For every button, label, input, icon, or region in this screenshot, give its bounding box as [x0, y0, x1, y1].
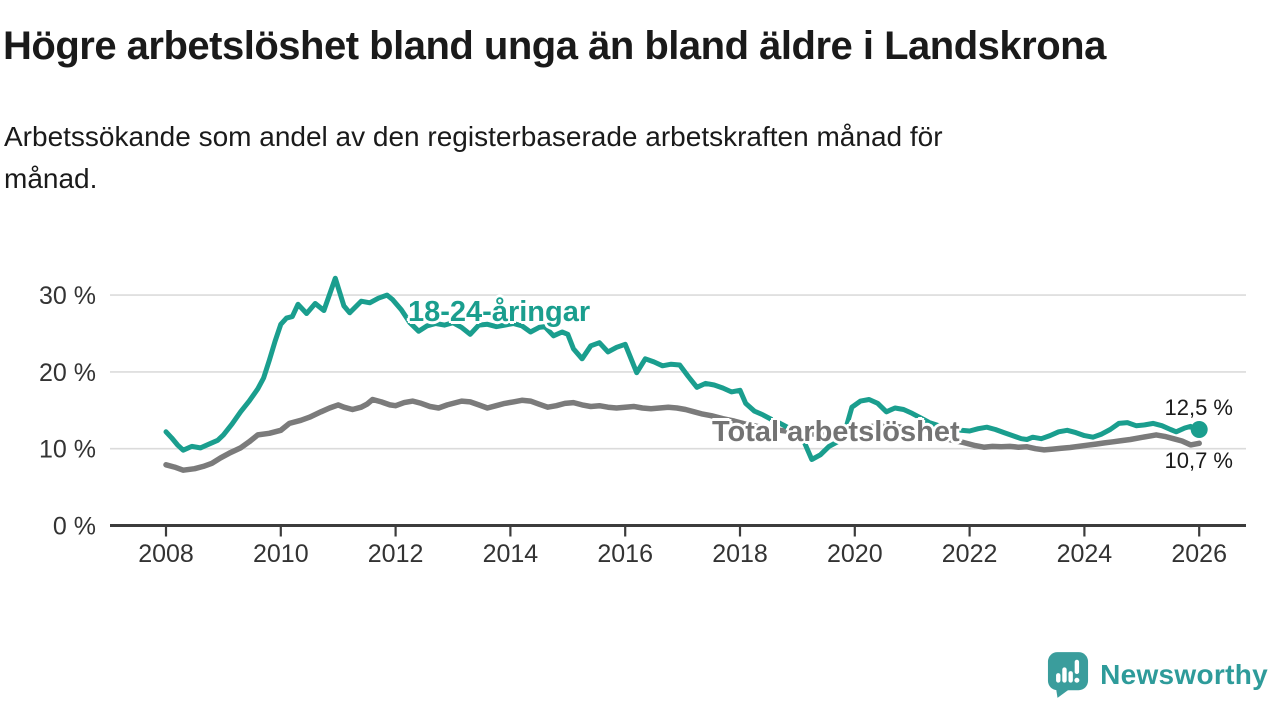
series-label-youth: 18-24-åringar [408, 296, 591, 328]
x-tick-label: 2014 [483, 540, 539, 568]
x-tick-label: 2008 [138, 540, 194, 568]
newsworthy-wordmark: Newsworthy [1100, 658, 1268, 690]
newsworthy-icon [1048, 652, 1089, 698]
series-end-dot-youth [1190, 421, 1208, 438]
x-tick-label: 2018 [712, 540, 768, 568]
end-value-label-total: 10,7 % [1164, 448, 1234, 473]
y-tick-label: 20 % [39, 359, 96, 387]
chart-subtitle-line-2: månad. [4, 163, 98, 194]
chart-subtitle-line-1: Arbetssökande som andel av den registerb… [4, 121, 943, 152]
x-tick-label: 2020 [827, 540, 883, 568]
page-title: Högre arbetslöshet bland unga än bland ä… [3, 24, 1106, 68]
x-tick-label: 2012 [368, 540, 424, 568]
series-line-total [163, 396, 1202, 473]
y-tick-label: 0 % [53, 513, 96, 541]
x-tick-label: 2022 [942, 540, 998, 568]
x-tick-label: 2024 [1057, 540, 1113, 568]
newsworthy-logo: Newsworthy [1047, 651, 1268, 698]
y-tick-label: 30 % [39, 282, 96, 310]
x-tick-label: 2010 [253, 540, 309, 568]
y-tick-label: 10 % [39, 436, 96, 464]
series-label-total: Total arbetslöshet [712, 416, 960, 448]
series-line-youth [163, 275, 1202, 462]
end-value-label-youth: 12,5 % [1164, 395, 1234, 420]
x-tick-label: 2026 [1171, 540, 1227, 568]
chart-subtitle: Arbetssökande som andel av den registerb… [4, 116, 943, 200]
x-tick-label: 2016 [597, 540, 653, 568]
